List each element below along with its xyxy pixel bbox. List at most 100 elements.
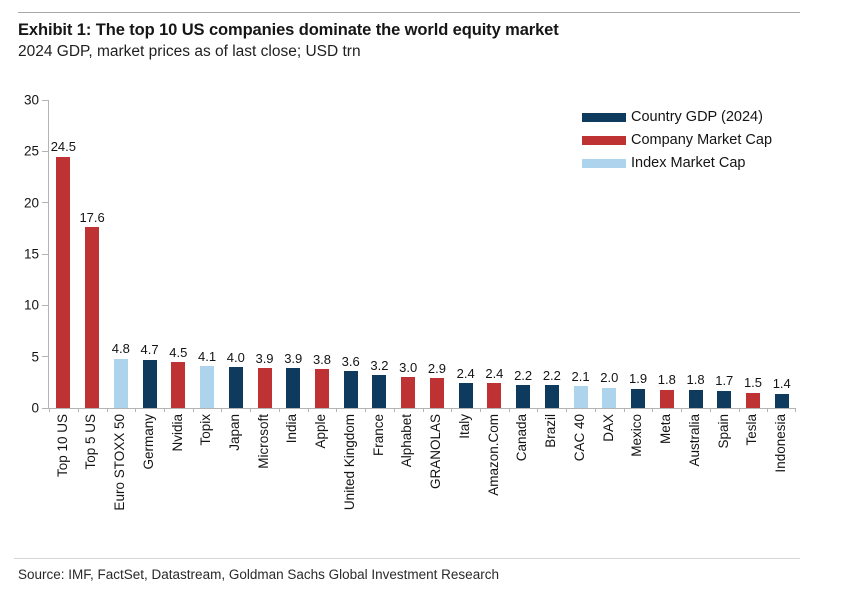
x-label-cell: Tesla bbox=[738, 414, 767, 511]
x-label-cell: Canada bbox=[508, 414, 537, 511]
x-label-cell: Brazil bbox=[536, 414, 565, 511]
bar-slot: 1.7 bbox=[710, 373, 739, 408]
x-axis-tick bbox=[767, 408, 769, 412]
bar-slot: 1.9 bbox=[624, 371, 653, 408]
bar-value-label: 3.9 bbox=[284, 350, 303, 366]
legend-row: Index Market Cap bbox=[582, 155, 772, 171]
x-axis-tick bbox=[250, 408, 252, 412]
bar-slot: 1.8 bbox=[652, 372, 681, 408]
bar bbox=[401, 377, 416, 408]
bar bbox=[113, 358, 128, 408]
x-label-cell: Meta bbox=[651, 414, 680, 511]
y-axis-label: 30 bbox=[23, 92, 39, 108]
x-axis-label: Microsoft bbox=[255, 414, 271, 469]
bar-value-label: 4.1 bbox=[198, 348, 217, 364]
bar-slot: 2.0 bbox=[595, 370, 624, 408]
exhibit-title: Exhibit 1: The top 10 US companies domin… bbox=[18, 21, 559, 39]
x-label-cell: India bbox=[278, 414, 307, 511]
bar bbox=[602, 387, 617, 408]
x-axis-label: Spain bbox=[715, 414, 731, 449]
x-label-cell: Microsoft bbox=[249, 414, 278, 511]
x-axis-tick bbox=[623, 408, 625, 412]
bar-value-label: 3.6 bbox=[341, 353, 360, 369]
x-axis-label: Apple bbox=[313, 414, 329, 449]
bar bbox=[487, 383, 502, 408]
x-axis-tick bbox=[422, 408, 424, 412]
x-axis-label: Euro STOXX 50 bbox=[112, 414, 128, 511]
x-axis-label: Amazon.Com bbox=[485, 414, 501, 496]
bar-slot: 2.2 bbox=[537, 368, 566, 408]
legend-label: Company Market Cap bbox=[631, 132, 773, 148]
x-label-cell: Alphabet bbox=[393, 414, 422, 511]
bar-slot: 4.7 bbox=[135, 343, 164, 408]
bar-value-label: 3.9 bbox=[255, 350, 274, 366]
x-label-cell: United Kingdom bbox=[335, 414, 364, 511]
bar-value-label: 17.6 bbox=[79, 210, 105, 226]
legend-swatch-country bbox=[582, 112, 626, 122]
bar bbox=[659, 389, 674, 408]
bar-value-label: 1.8 bbox=[686, 372, 705, 388]
x-axis-label: Top 10 US bbox=[54, 414, 70, 478]
x-axis-tick bbox=[594, 408, 596, 412]
bar bbox=[372, 375, 387, 408]
x-axis-tick bbox=[508, 408, 510, 412]
x-axis-tick bbox=[77, 408, 79, 412]
x-axis-tick bbox=[537, 408, 539, 412]
bar-slot: 4.0 bbox=[221, 349, 250, 408]
bar-value-label: 1.7 bbox=[715, 373, 734, 389]
x-axis-tick bbox=[278, 408, 280, 412]
y-axis-tick bbox=[42, 202, 48, 204]
bar-value-label: 2.2 bbox=[542, 368, 561, 384]
x-axis-label: Alphabet bbox=[399, 414, 415, 468]
bar-value-label: 4.0 bbox=[226, 349, 245, 365]
bar-value-label: 2.2 bbox=[514, 368, 533, 384]
bar-slot: 2.4 bbox=[451, 366, 480, 408]
x-axis-label: Mexico bbox=[629, 414, 645, 457]
bar bbox=[314, 369, 329, 408]
x-axis-label: Germany bbox=[140, 414, 156, 470]
x-label-cell: Italy bbox=[450, 414, 479, 511]
x-label-cell: CAC 40 bbox=[565, 414, 594, 511]
legend-swatch-company bbox=[582, 135, 626, 145]
bar-value-label: 3.0 bbox=[399, 359, 418, 375]
exhibit-subtitle: 2024 GDP, market prices as of last close… bbox=[18, 43, 361, 60]
bar-value-label: 2.0 bbox=[600, 370, 619, 386]
bar bbox=[228, 366, 243, 408]
source-text: Source: IMF, FactSet, Datastream, Goldma… bbox=[18, 567, 499, 582]
bar bbox=[458, 383, 473, 408]
bar-value-label: 1.4 bbox=[772, 376, 791, 392]
y-axis-tick bbox=[42, 99, 48, 101]
bar bbox=[257, 368, 272, 408]
x-axis-tick bbox=[163, 408, 165, 412]
bar-slot: 17.6 bbox=[78, 210, 107, 408]
x-axis-tick bbox=[192, 408, 194, 412]
x-axis-tick bbox=[336, 408, 338, 412]
bar-slot: 2.1 bbox=[566, 369, 595, 408]
x-axis-label: Japan bbox=[227, 414, 243, 451]
bar-value-label: 4.7 bbox=[140, 342, 159, 358]
x-axis-label: Nvidia bbox=[169, 414, 185, 452]
x-axis-label: CAC 40 bbox=[571, 414, 587, 462]
bar-slot: 3.2 bbox=[365, 358, 394, 408]
y-axis-label: 25 bbox=[23, 143, 39, 159]
bar bbox=[171, 361, 186, 408]
bar-slot: 4.1 bbox=[193, 348, 222, 408]
x-axis-label: United Kingdom bbox=[341, 414, 357, 511]
bar bbox=[745, 392, 760, 408]
bar bbox=[343, 371, 358, 408]
x-axis-tick bbox=[709, 408, 711, 412]
y-axis-label: 15 bbox=[23, 246, 39, 262]
x-axis-tick bbox=[566, 408, 568, 412]
bar-slot: 24.5 bbox=[49, 139, 78, 408]
bar-slot: 1.4 bbox=[767, 377, 796, 408]
legend-swatch-index bbox=[582, 158, 626, 168]
x-axis-tick bbox=[393, 408, 395, 412]
bar bbox=[200, 365, 215, 408]
y-axis-tick bbox=[42, 356, 48, 358]
x-axis-label: India bbox=[284, 414, 300, 444]
top-divider bbox=[18, 12, 800, 13]
x-axis-tick bbox=[221, 408, 223, 412]
bar-slot: 2.2 bbox=[509, 368, 538, 408]
x-axis-label: DAX bbox=[600, 414, 616, 442]
bar-value-label: 24.5 bbox=[50, 139, 77, 155]
